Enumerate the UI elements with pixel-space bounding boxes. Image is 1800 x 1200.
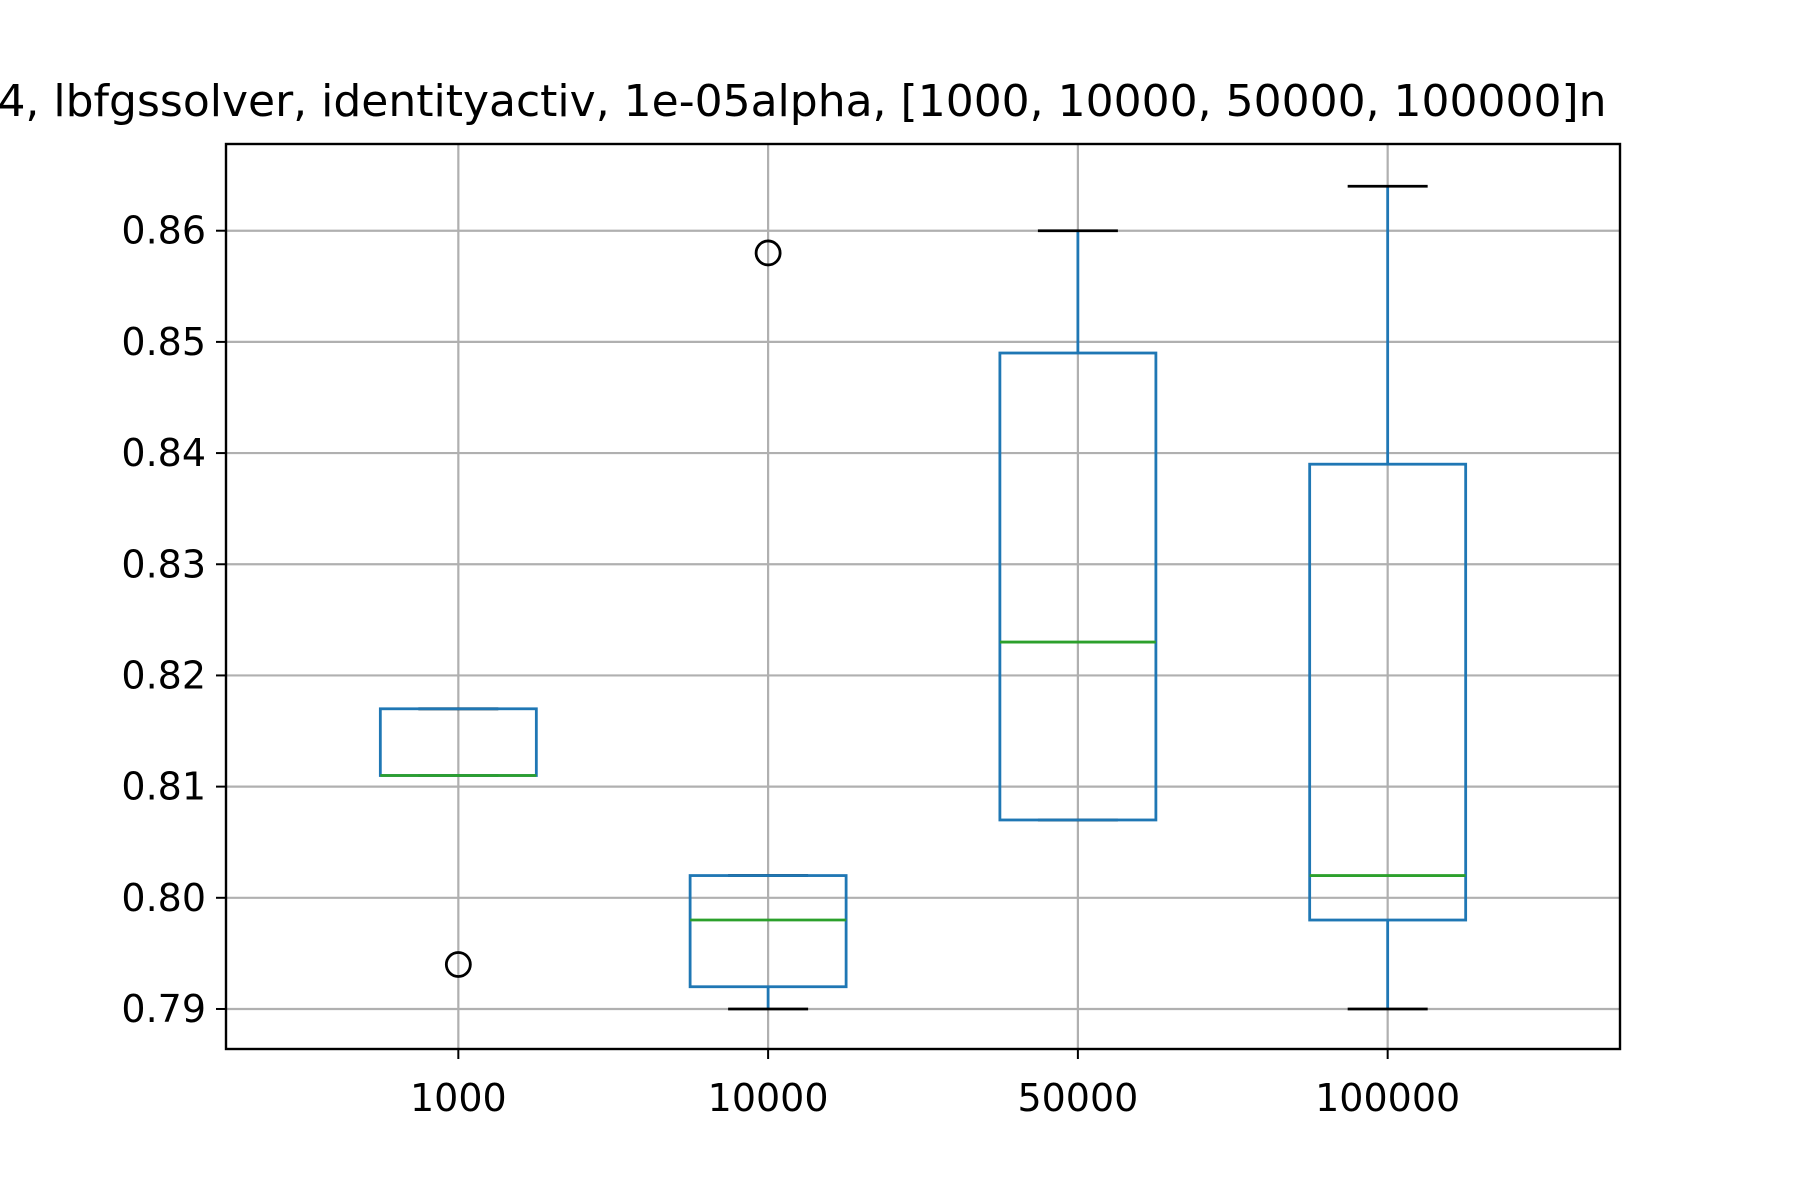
x-tick-label: 100000 [1315,1076,1460,1120]
box-group [378,707,538,978]
x-tick-label: 50000 [1017,1076,1138,1120]
plot-frame [224,142,1622,1051]
y-tick-label: 0.80 [121,876,206,920]
y-tick-label: 0.86 [121,209,206,253]
y-tick-label: 0.84 [121,431,206,475]
outlier-point [444,951,472,978]
x-tick-label: 1000 [410,1076,507,1120]
y-tick-label: 0.83 [121,542,206,586]
box-group [998,229,1158,822]
y-tick-label: 0.79 [121,987,206,1031]
axes: 0.79 0.80 0.81 0.82 0.83 0.84 0.85 0.86 1000 1000… [121,142,1622,1120]
x-tick-label: 10000 [708,1076,829,1120]
y-tick-label: 0.85 [121,320,206,364]
iqr-box [998,351,1158,822]
box-group [688,239,848,1011]
y-tick-label: 0.81 [121,765,206,809]
grid-lines [226,144,1620,1049]
iqr-box [1308,462,1468,922]
chart-title: 4, lbfgssolver, identityactiv, 1e-05alph… [0,76,1607,127]
box-group [1308,184,1468,1011]
iqr-box [688,874,848,989]
y-tick-label: 0.82 [121,653,206,697]
outlier-point [754,239,782,267]
boxes [378,184,1468,1011]
